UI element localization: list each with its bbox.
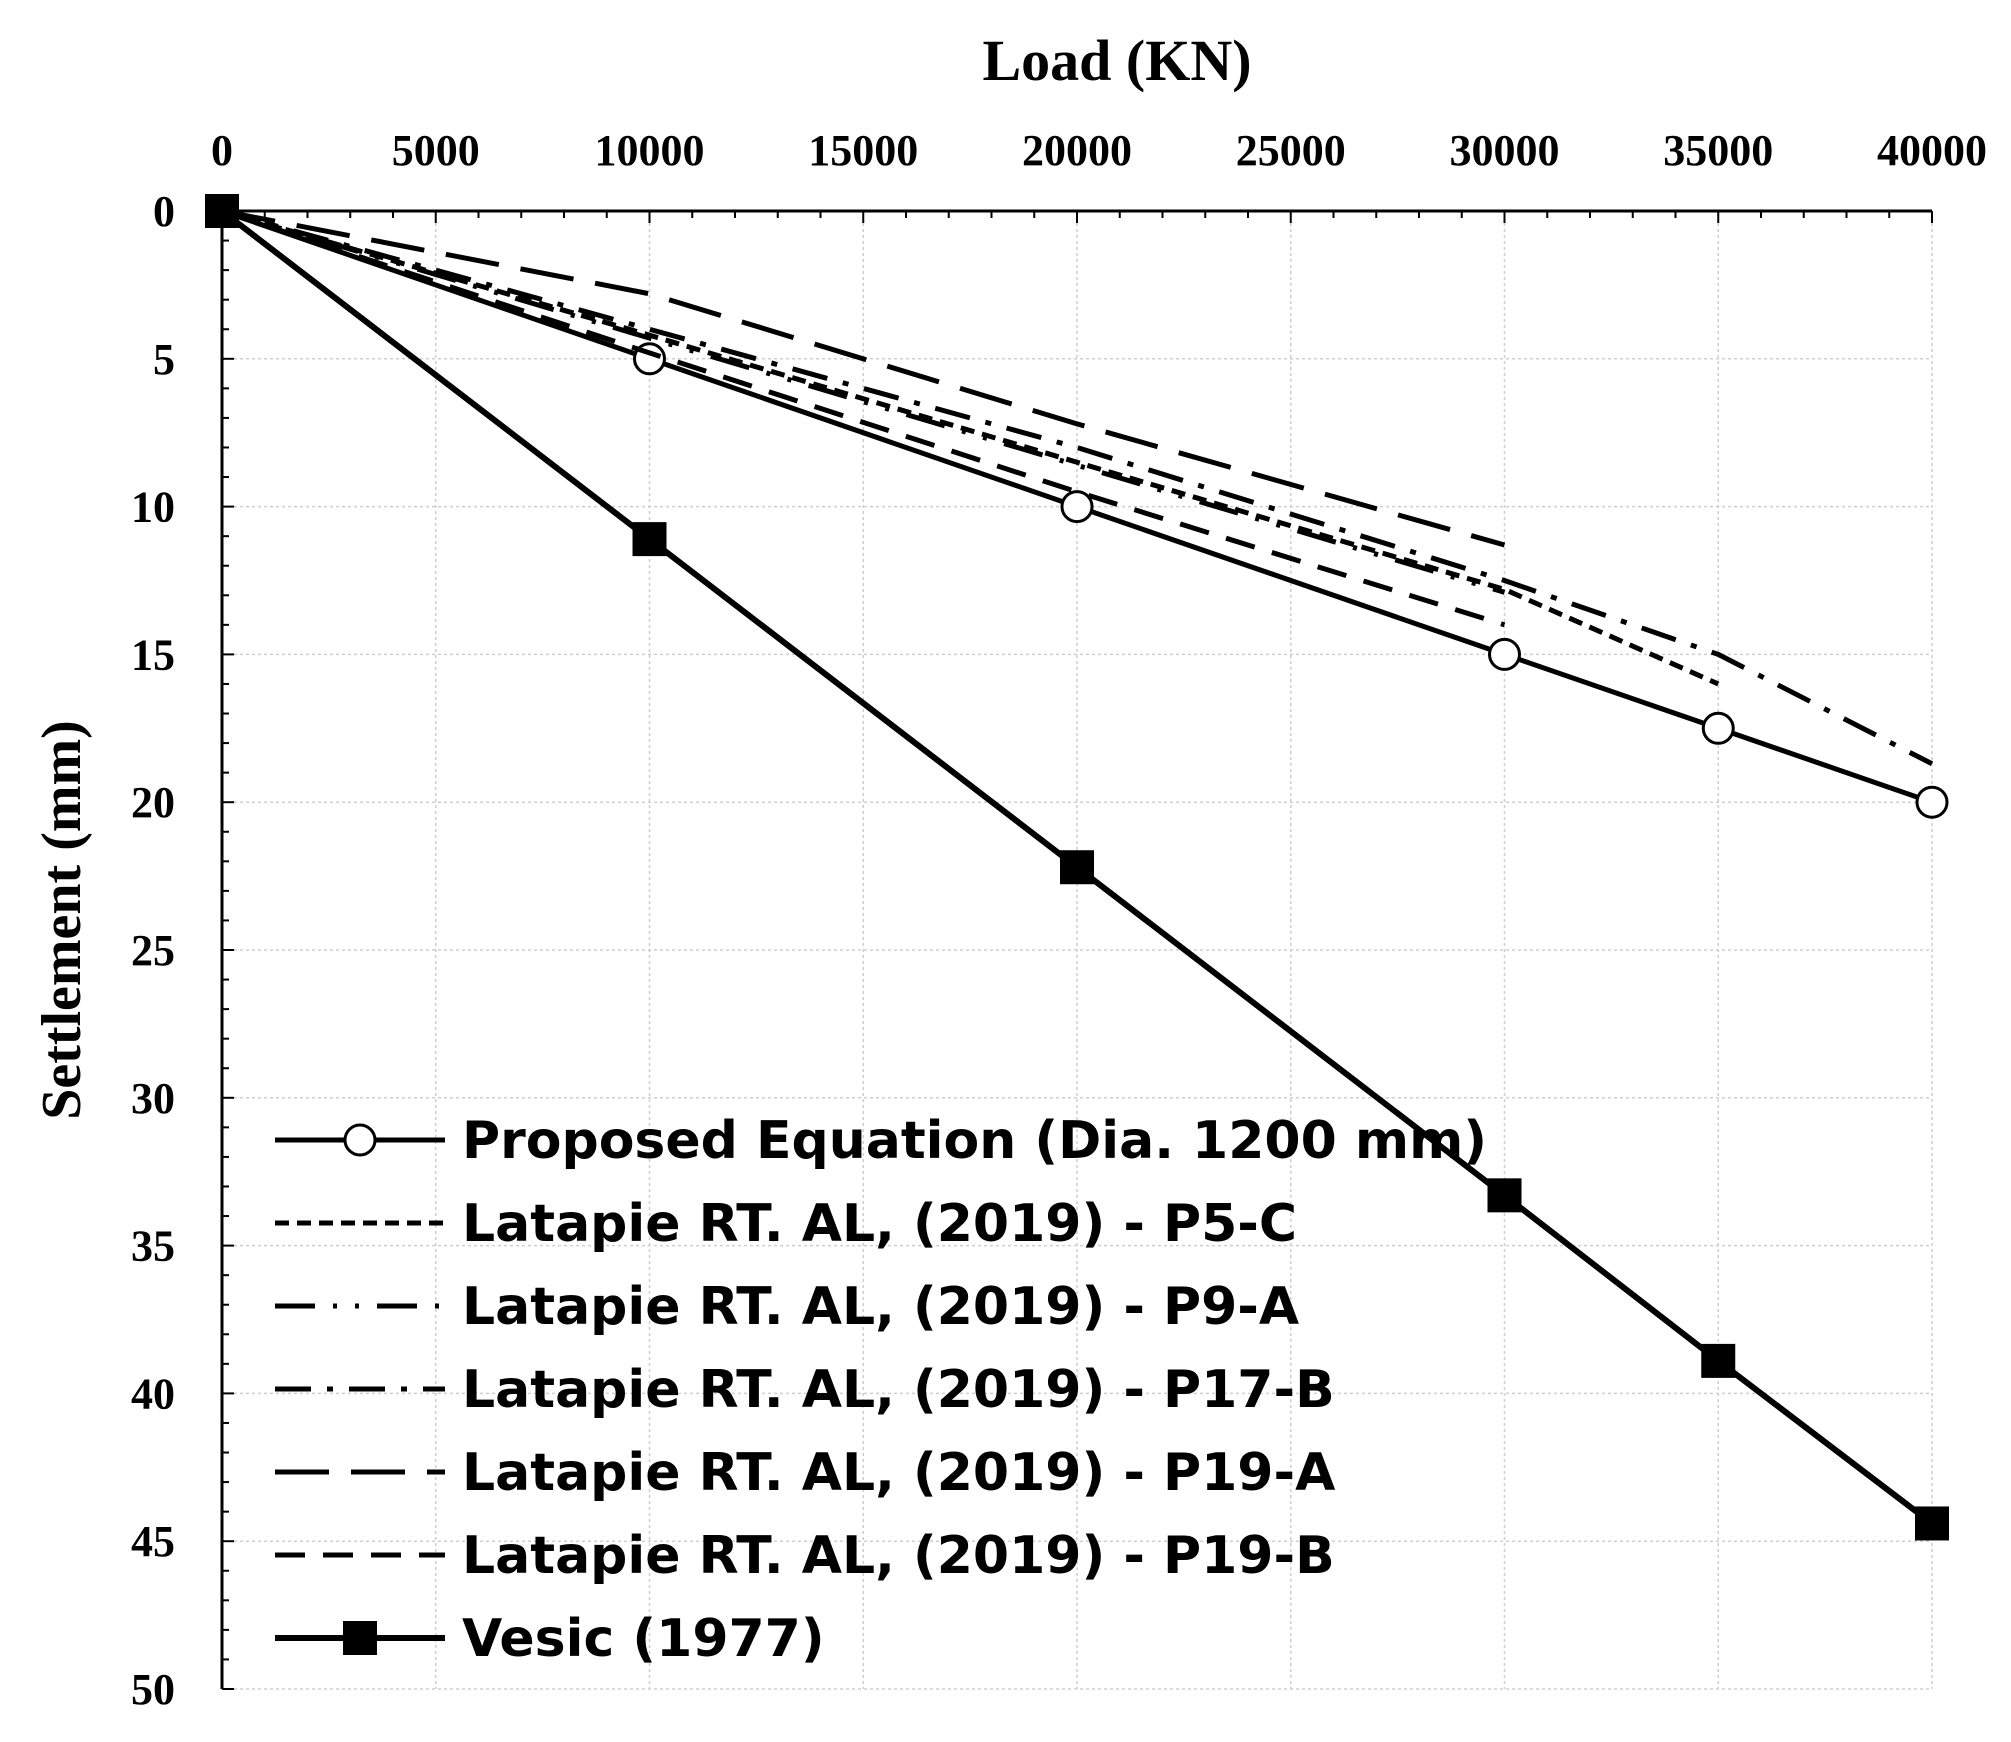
- y-tick-label: 40: [131, 1369, 175, 1418]
- y-tick-label: 10: [131, 483, 175, 532]
- series-line: [221, 208, 1506, 548]
- data-point-square: [1487, 1178, 1522, 1213]
- series-line: [221, 208, 1506, 628]
- y-axis-title: Settlement (mm): [31, 720, 93, 1120]
- legend-label: Latapie RT. AL, (2019) - P9-A: [462, 1277, 1299, 1337]
- legend-label: Proposed Equation (Dia. 1200 mm): [462, 1111, 1487, 1171]
- data-point-circle: [1701, 711, 1735, 745]
- series-line: [221, 208, 1506, 595]
- x-tick-label: 10000: [595, 126, 705, 175]
- data-point-circle: [1060, 490, 1094, 524]
- x-axis-title: Load (KN): [982, 28, 1251, 93]
- legend-item: Latapie RT. AL, (2019) - P19-A: [275, 1443, 1335, 1503]
- data-point-square: [1060, 850, 1094, 885]
- legend-marker-circle: [343, 1123, 377, 1157]
- legend-label: Latapie RT. AL, (2019) - P17-B: [462, 1360, 1335, 1420]
- data-point-square: [205, 194, 239, 228]
- legend-item: Proposed Equation (Dia. 1200 mm): [275, 1111, 1487, 1171]
- y-tick-label: 45: [131, 1517, 175, 1566]
- x-tick-label: 25000: [1236, 126, 1346, 175]
- legend: Proposed Equation (Dia. 1200 mm) Latapie …: [275, 1111, 1487, 1669]
- series-line: [220, 208, 1934, 1526]
- y-tick-label: 15: [131, 630, 175, 679]
- y-tick-label: 50: [131, 1665, 175, 1714]
- series-1: [221, 208, 1720, 687]
- data-point-square: [1915, 1506, 1949, 1541]
- data-point-circle: [1915, 785, 1949, 819]
- series-5: [221, 208, 1506, 628]
- x-tick-label: 5000: [392, 126, 480, 175]
- gridlines: [222, 211, 1933, 1690]
- y-tick-label: 35: [131, 1222, 175, 1271]
- series-line: [221, 208, 1933, 805]
- y-tick-label: 5: [153, 335, 175, 384]
- legend-item: Latapie RT. AL, (2019) - P9-A: [275, 1277, 1299, 1337]
- data-point-square: [1701, 1343, 1736, 1378]
- y-tick-label: 20: [131, 778, 175, 827]
- legend-label: Latapie RT. AL, (2019) - P5-C: [462, 1194, 1297, 1254]
- data-point-square: [632, 522, 667, 557]
- series-line: [221, 208, 1720, 687]
- x-tick-label: 20000: [1022, 126, 1132, 175]
- y-tick-label: 30: [131, 1074, 175, 1123]
- legend-label: Latapie RT. AL, (2019) - P19-A: [462, 1443, 1335, 1503]
- y-tick-label: 25: [131, 926, 175, 975]
- x-tick-label: 35000: [1663, 126, 1773, 175]
- legend-item: Vesic (1977): [275, 1609, 825, 1669]
- y-tick-label: 0: [153, 187, 175, 236]
- series-line: [221, 208, 1934, 766]
- legend-marker-square: [343, 1621, 377, 1655]
- legend-item: Latapie RT. AL, (2019) - P17-B: [275, 1360, 1335, 1420]
- series-group: [205, 194, 1949, 1541]
- x-tick-label: 40000: [1877, 126, 1987, 175]
- legend-label: Vesic (1977): [462, 1609, 825, 1669]
- series-4: [221, 208, 1506, 548]
- x-tick-label: 15000: [808, 126, 918, 175]
- legend-item: Latapie RT. AL, (2019) - P19-B: [275, 1526, 1335, 1586]
- legend-label: Latapie RT. AL, (2019) - P19-B: [462, 1526, 1335, 1586]
- x-tick-label: 30000: [1450, 126, 1560, 175]
- series-0: [205, 194, 1949, 819]
- series-2: [221, 208, 1506, 595]
- series-3: [221, 208, 1934, 766]
- x-axis-ticks: 0 5000 10000 15000 20000 25000 30000 35000 40000: [211, 126, 1987, 223]
- y-axis-ticks: 0 5 10 15 20 25 30 35 40 45 50: [131, 187, 234, 1714]
- x-tick-label: 0: [211, 126, 233, 175]
- legend-item: Latapie RT. AL, (2019) - P5-C: [275, 1194, 1297, 1254]
- data-point-circle: [1488, 637, 1521, 671]
- series-6: [205, 194, 1949, 1541]
